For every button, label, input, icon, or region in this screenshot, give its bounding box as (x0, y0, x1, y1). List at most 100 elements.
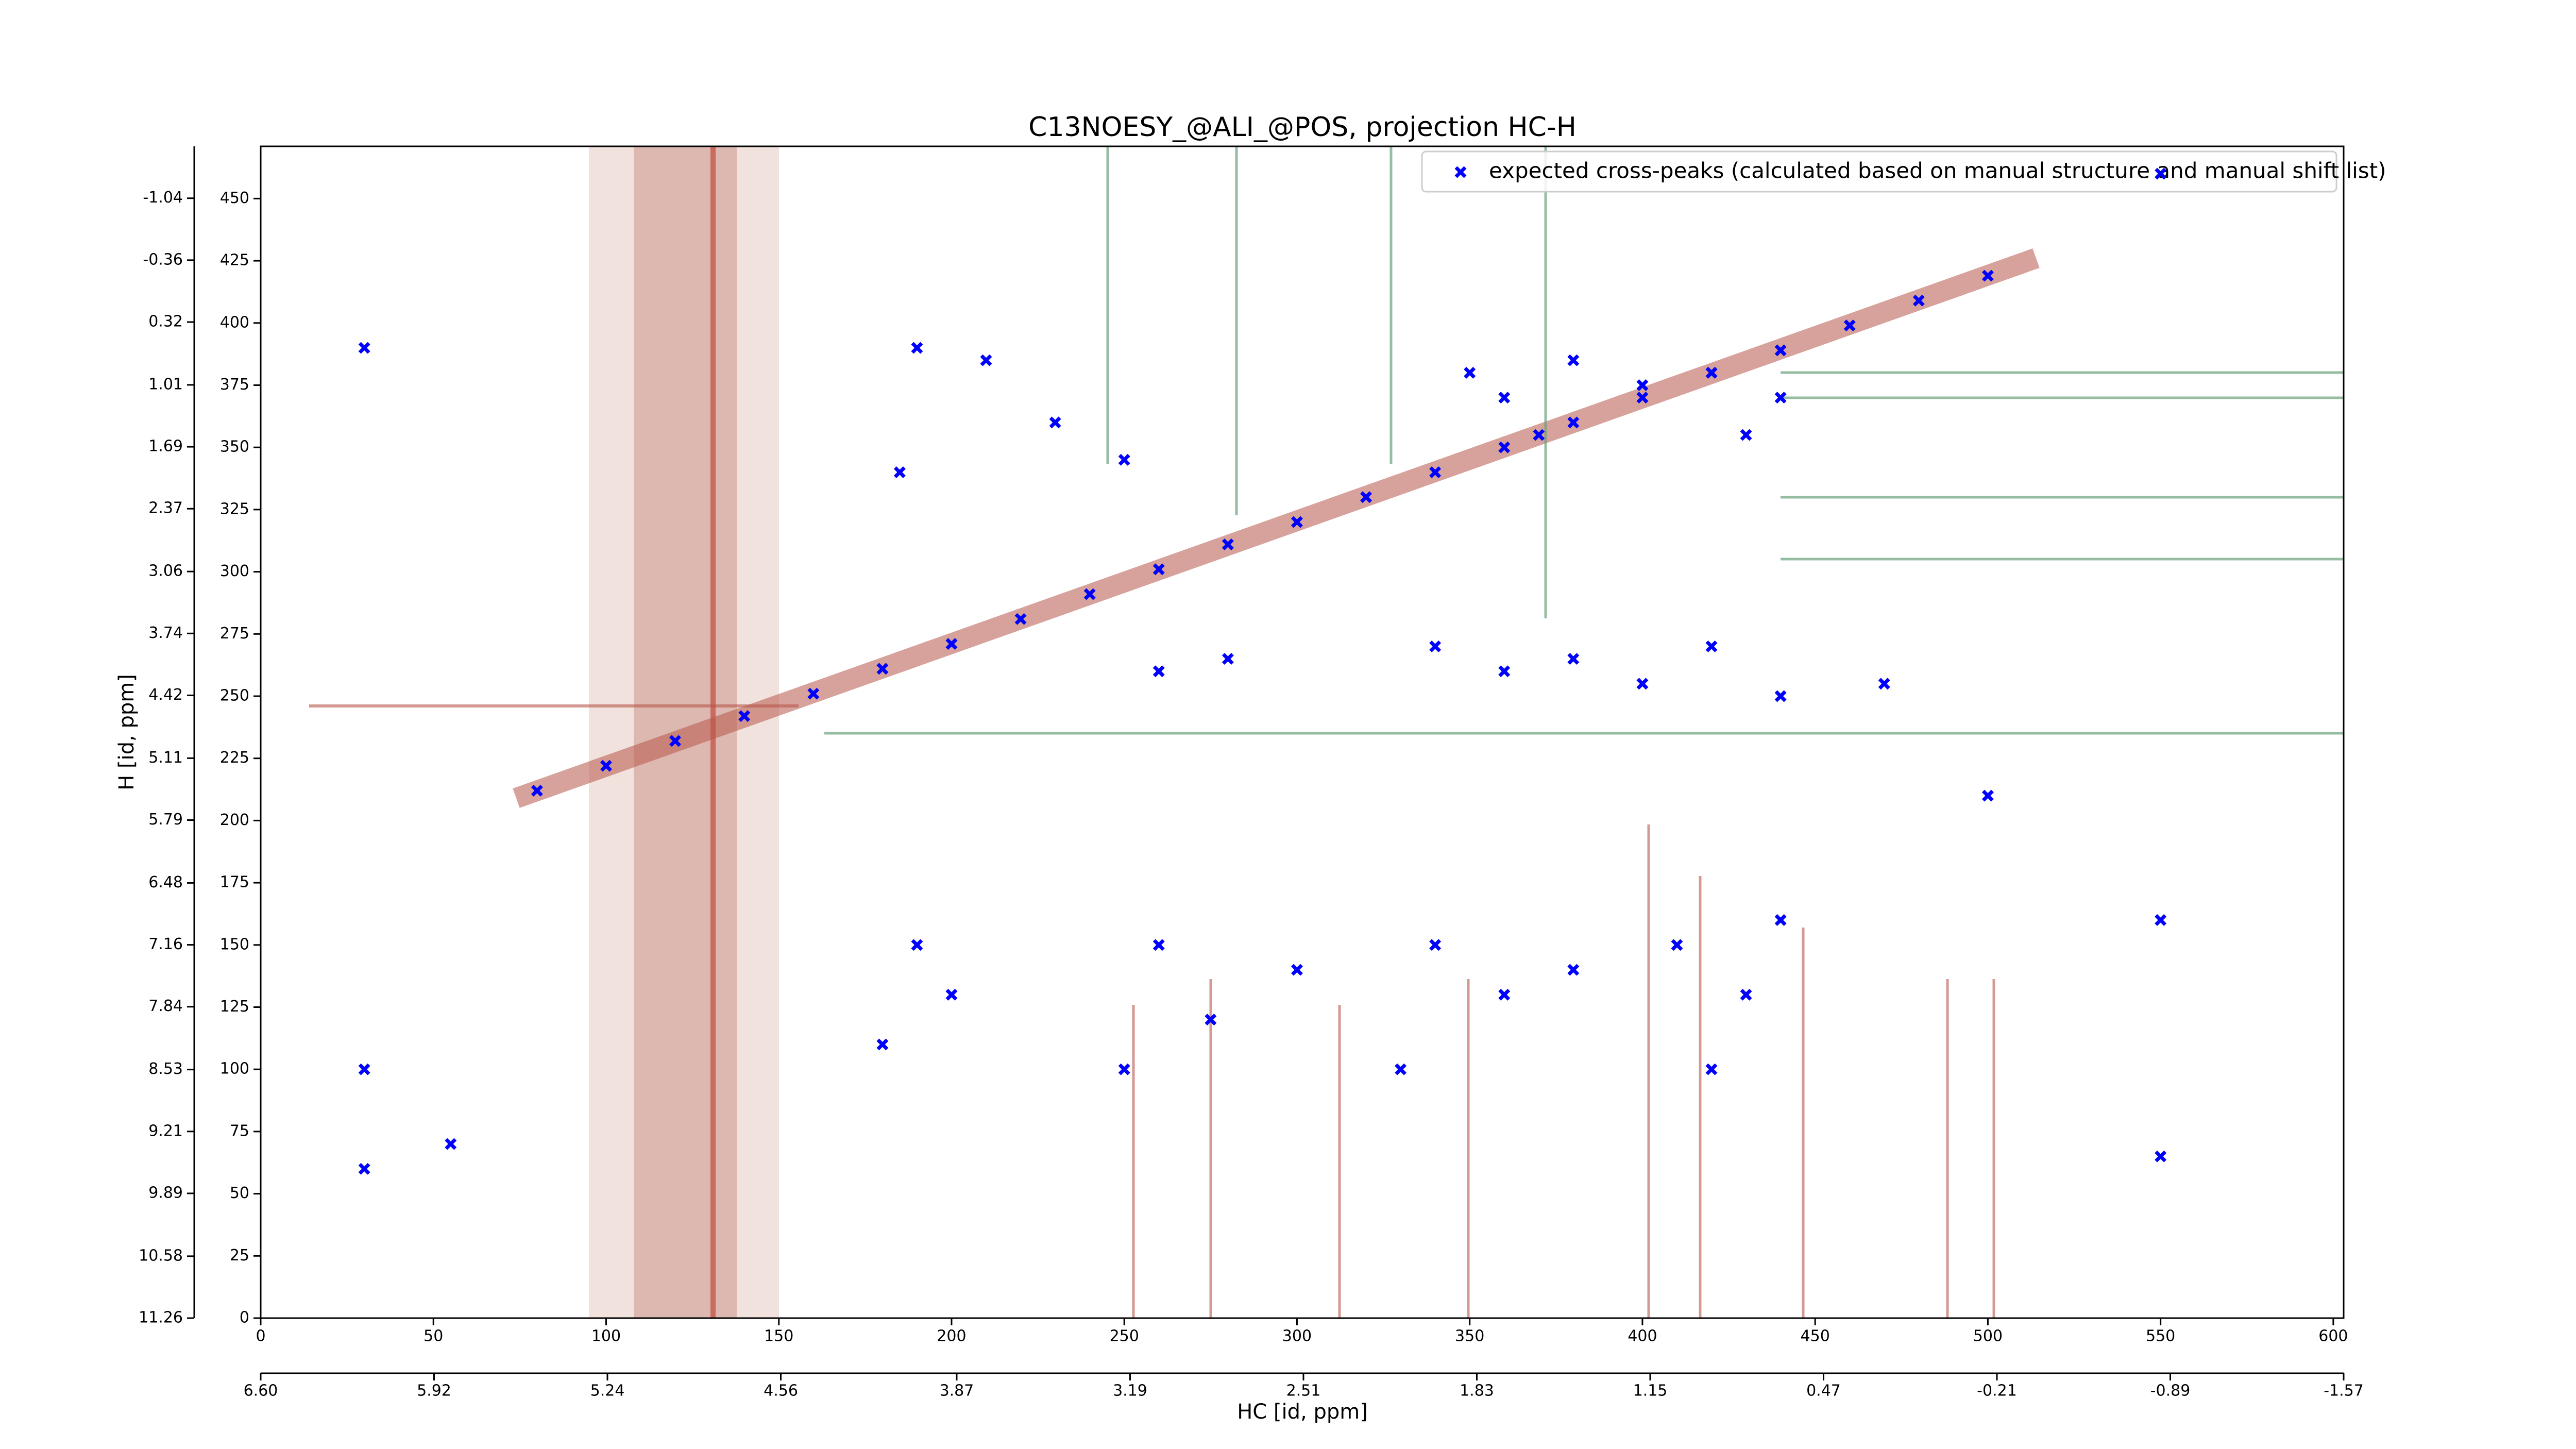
cross-peak (1843, 319, 1856, 332)
cross-peak (1014, 613, 1027, 625)
cross-peak (669, 735, 682, 747)
cross-peak (1291, 516, 1303, 528)
cross-peak (1464, 366, 1476, 379)
cross-peak (893, 466, 906, 478)
chart-title: C13NOESY_@ALI_@POS, projection HC-H (1028, 112, 1577, 143)
x-tick-label: 500 (1973, 1327, 2003, 1345)
cross-peak (1429, 640, 1442, 652)
x2-tick-label: 6.60 (244, 1382, 278, 1400)
x-tick-label: 400 (1628, 1327, 1657, 1345)
cross-peak (1636, 379, 1649, 391)
cross-peak (600, 760, 612, 772)
x2-tick-label: 5.92 (417, 1382, 451, 1400)
legend-box (1421, 150, 2337, 193)
cross-peak (1774, 914, 1787, 926)
cross-peak (876, 663, 889, 675)
y-tick-label: 150 (220, 935, 249, 953)
y-tick-label: 25 (230, 1246, 249, 1265)
y-tick-label: 275 (220, 625, 249, 643)
y-tick-label: 225 (220, 749, 249, 767)
x2-tick-label: 1.15 (1633, 1382, 1668, 1400)
cross-peak (1118, 453, 1130, 466)
y-tick-label: 0 (240, 1309, 249, 1327)
x-tick-label: 0 (256, 1327, 265, 1345)
x-axis-label: HC [id, ppm] (1237, 1400, 1368, 1424)
y-tick-label: 450 (220, 189, 249, 207)
cross-peak (807, 687, 820, 700)
y2-tick-label: -0.36 (143, 250, 183, 268)
y-tick-label: 250 (220, 686, 249, 704)
y2-tick-label: 0.32 (148, 313, 183, 331)
x2-tick-label: 1.83 (1460, 1382, 1494, 1400)
cross-peak (1981, 269, 1994, 282)
cross-peak (1498, 665, 1511, 678)
cross-peak (1878, 678, 1890, 690)
cross-peak (1567, 964, 1580, 976)
y-tick-label: 175 (220, 873, 249, 891)
x-tick-label: 250 (1110, 1327, 1139, 1345)
x-tick-label: 300 (1282, 1327, 1312, 1345)
cross-peak (945, 638, 958, 650)
x-tick-label: 100 (591, 1327, 621, 1345)
y-tick-label: 400 (220, 313, 249, 331)
cross-peak (1567, 416, 1580, 429)
cross-peak (1567, 354, 1580, 366)
cross-peak (1636, 392, 1649, 404)
cross-peak (911, 342, 923, 354)
y-tick-label: 75 (230, 1122, 249, 1140)
cross-peak (1498, 392, 1511, 404)
x-tick-label: 50 (423, 1327, 443, 1345)
contour-background (309, 146, 2344, 1318)
legend-label: expected cross-peaks (calculated based o… (1489, 158, 2386, 183)
y2-tick-label: 3.06 (148, 562, 183, 580)
cross-peak (2155, 914, 2167, 926)
cross-peak (1636, 678, 1649, 690)
cross-peak (1981, 789, 1994, 802)
y-tick-label: 300 (220, 562, 249, 580)
x-tick-label: 150 (764, 1327, 793, 1345)
cross-peak (1774, 392, 1787, 404)
cross-peak (876, 1038, 889, 1051)
y2-tick-label: 3.74 (148, 624, 183, 642)
y2-tick-label: -1.04 (143, 189, 183, 207)
legend-marker (1454, 166, 1467, 178)
y2-tick-label: 5.79 (148, 811, 183, 829)
x-tick-label: 600 (2318, 1327, 2348, 1345)
cross-peak (1205, 1014, 1217, 1026)
cross-peak (1740, 988, 1752, 1001)
cross-peak (1498, 441, 1511, 453)
x2-tick-label: 3.19 (1113, 1382, 1147, 1400)
cross-peak (1705, 640, 1718, 652)
contour-group (1132, 824, 1995, 1318)
cross-peak (1360, 491, 1372, 503)
y-tick-label: 200 (220, 811, 249, 829)
cross-peak (1705, 1063, 1718, 1075)
cross-peak (1153, 939, 1165, 951)
y-tick-label: 350 (220, 438, 249, 456)
cross-peak (1153, 563, 1165, 576)
contour-group (824, 146, 2344, 735)
cross-peak (980, 354, 992, 366)
cross-peak (2155, 1150, 2167, 1162)
cross-peak (1774, 344, 1787, 357)
cross-peak (1049, 416, 1061, 429)
cross-peak (531, 784, 543, 797)
cross-peak (1118, 1063, 1130, 1075)
x-tick-label: 550 (2146, 1327, 2175, 1345)
x-tick-label: 450 (1801, 1327, 1830, 1345)
cross-peak (1912, 294, 1925, 307)
y2-tick-label: 5.11 (148, 749, 183, 767)
y2-tick-label: 9.89 (148, 1184, 183, 1202)
y-tick-label: 325 (220, 500, 249, 518)
legend: expected cross-peaks (calculated based o… (1421, 150, 2386, 193)
cross-peak (1774, 690, 1787, 702)
cross-peak (358, 1063, 370, 1075)
cross-peak (445, 1138, 457, 1150)
y2-tick-label: 4.42 (148, 686, 183, 704)
y-axis-label: H [id, ppm] (115, 674, 139, 790)
cross-peak (2155, 167, 2167, 180)
cross-peak (1567, 653, 1580, 665)
cross-peak (738, 710, 751, 722)
y2-tick-label: 11.26 (139, 1309, 183, 1327)
